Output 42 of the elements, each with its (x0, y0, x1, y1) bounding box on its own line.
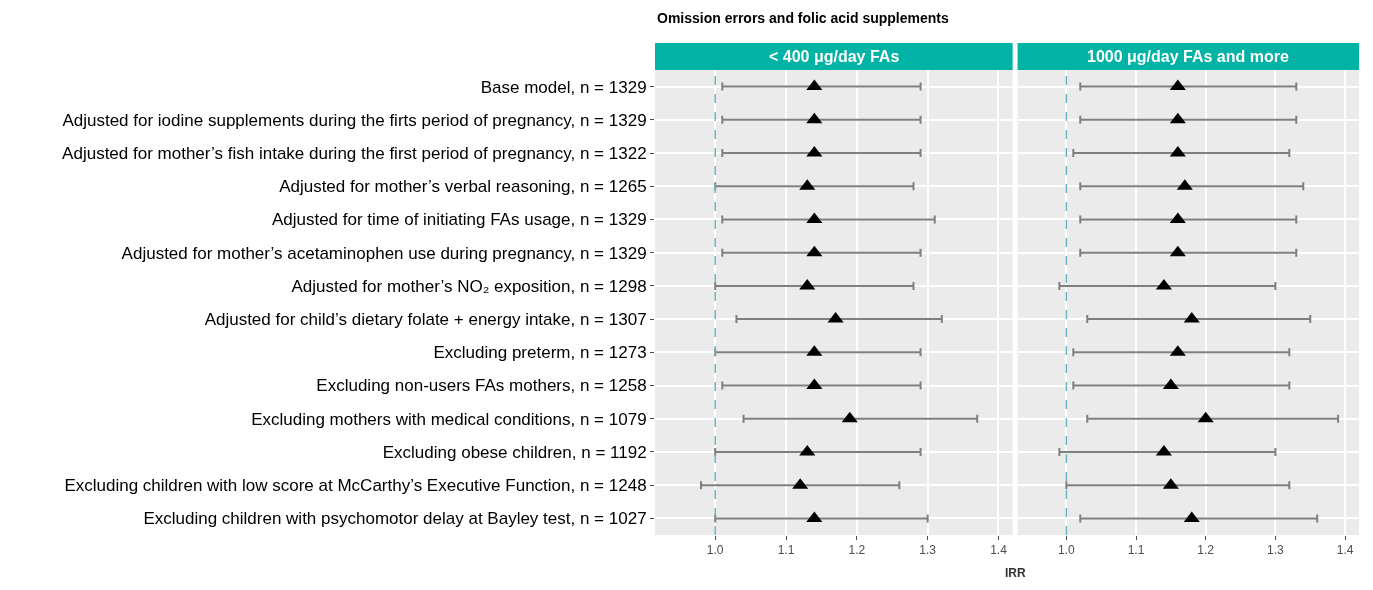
y-tick-label: Adjusted for mother’s NO₂ exposition, n = 1298 (291, 276, 647, 296)
point (806, 245, 823, 257)
x-tick-label: 1.2 (848, 543, 866, 558)
chart-subtitle: < 400 μg/day FAs (769, 48, 900, 65)
point (1169, 112, 1186, 124)
point (1162, 378, 1179, 390)
point (1155, 278, 1172, 290)
y-tick-label: Adjusted for child’s dietary folate + energy intake, n = 1307 (204, 310, 647, 330)
y-tick-label: Base model, n = 1329 (480, 77, 647, 97)
y-tick-label: Adjusted for iodine supplements during the firts period of pregnancy, n = 1329 (62, 110, 647, 130)
y-tick-label: Excluding children with low score at McCarthy’s Executive Function, n = 1248 (64, 476, 647, 496)
y-tick-label: Excluding obese children, n = 1192 (382, 442, 647, 462)
x-tick-label: 1.3 (1267, 543, 1285, 558)
point (799, 444, 816, 456)
x-axis-title: IRR (1005, 566, 1026, 580)
chart-subtitle: 1000 μg/day FAs and more (1087, 48, 1289, 65)
x-tick-label: 1.3 (919, 543, 937, 558)
point (1197, 411, 1214, 423)
point (841, 411, 858, 423)
point (806, 79, 823, 91)
y-tick-label: Excluding non-users FAs mothers, n = 1258 (316, 376, 647, 396)
point (806, 378, 823, 390)
x-tick-label: 1.4 (990, 543, 1008, 558)
y-tick-label: Excluding children with psychomotor delay at Bayley test, n = 1027 (143, 509, 647, 529)
x-tick-label: 1.1 (777, 543, 795, 558)
point (806, 112, 823, 124)
y-tick-label: Adjusted for mother’s acetaminophen use during pregnancy, n = 1329 (121, 243, 647, 263)
x-tick-label: 1.1 (1127, 543, 1145, 558)
point (1169, 245, 1186, 257)
y-tick-label: Excluding mothers with medical conditions, n = 1079 (251, 409, 647, 429)
y-tick-label: Adjusted for mother’s verbal reasoning, n = 1265 (279, 177, 647, 197)
x-tick-label: 1.4 (1336, 543, 1354, 558)
point (1155, 444, 1172, 456)
chart-title: Omission errors and folic acid supplements (657, 10, 949, 26)
point (799, 278, 816, 290)
x-tick-label: 1.2 (1197, 543, 1215, 558)
y-tick-label: Adjusted for mother’s fish intake during the first period of pregnancy, n = 1322 (62, 143, 647, 163)
y-tick-label: Adjusted for time of initiating FAs usage, n = 1329 (271, 210, 647, 230)
x-tick-label: 1.0 (706, 543, 724, 558)
x-tick-label: 1.0 (1058, 543, 1075, 558)
point (1169, 79, 1186, 91)
y-tick-label: Excluding preterm, n = 1273 (433, 343, 647, 363)
